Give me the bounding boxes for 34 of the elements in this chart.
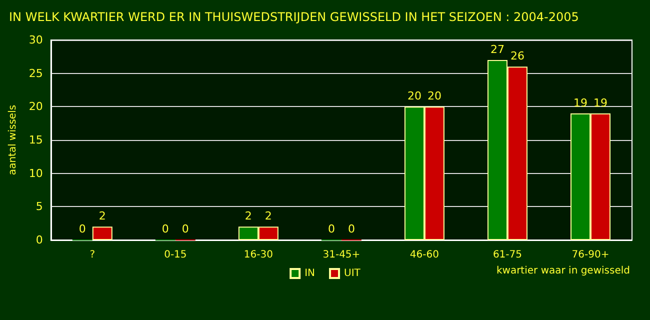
y-axis-title: aantal wissels bbox=[8, 104, 18, 176]
data-label: 0 bbox=[348, 222, 355, 236]
y-tick-label: 5 bbox=[36, 200, 43, 214]
data-label: 2 bbox=[98, 210, 106, 223]
y-tick-label: 15 bbox=[28, 134, 43, 146]
y-tick-label: 0 bbox=[36, 234, 43, 246]
x-tick-label: 16-30 bbox=[244, 250, 273, 260]
data-label: 0 bbox=[78, 222, 86, 236]
data-label: 0 bbox=[328, 222, 335, 236]
data-label: 20 bbox=[427, 90, 442, 103]
x-tick-label: 0-15 bbox=[164, 250, 187, 260]
y-tick-label: 30 bbox=[28, 34, 43, 46]
x-tick-label: 76-90+ bbox=[572, 250, 610, 260]
data-label: 19 bbox=[593, 96, 608, 110]
legend-label: UIT bbox=[344, 268, 362, 279]
y-tick-label: 25 bbox=[28, 66, 43, 80]
data-label: 2 bbox=[264, 210, 272, 223]
x-tick-label: 31-45+ bbox=[322, 250, 360, 260]
x-tick-label: ? bbox=[90, 250, 96, 260]
data-label: 2 bbox=[244, 210, 252, 223]
chart-title: IN WELK KWARTIER WERD ER IN THUISWEDSTRIJDEN GEWISSELD IN HET SEIZOEN : 2004-2005 bbox=[9, 10, 579, 24]
x-tick-label: 46-60 bbox=[410, 250, 439, 260]
data-label: 0 bbox=[182, 222, 189, 236]
data-label: 26 bbox=[510, 50, 524, 63]
legend-label: IN bbox=[304, 268, 316, 279]
data-label: 20 bbox=[407, 90, 422, 103]
data-label: 0 bbox=[162, 222, 169, 236]
bar bbox=[92, 226, 112, 240]
y-tick-label: 20 bbox=[28, 100, 43, 114]
data-label: 27 bbox=[490, 43, 504, 56]
y-tick-label: 10 bbox=[28, 166, 43, 180]
x-axis-title: kwartier waar in gewisseld bbox=[496, 266, 630, 276]
x-tick-label: 61-75 bbox=[492, 250, 522, 260]
data-label: 19 bbox=[573, 96, 588, 110]
